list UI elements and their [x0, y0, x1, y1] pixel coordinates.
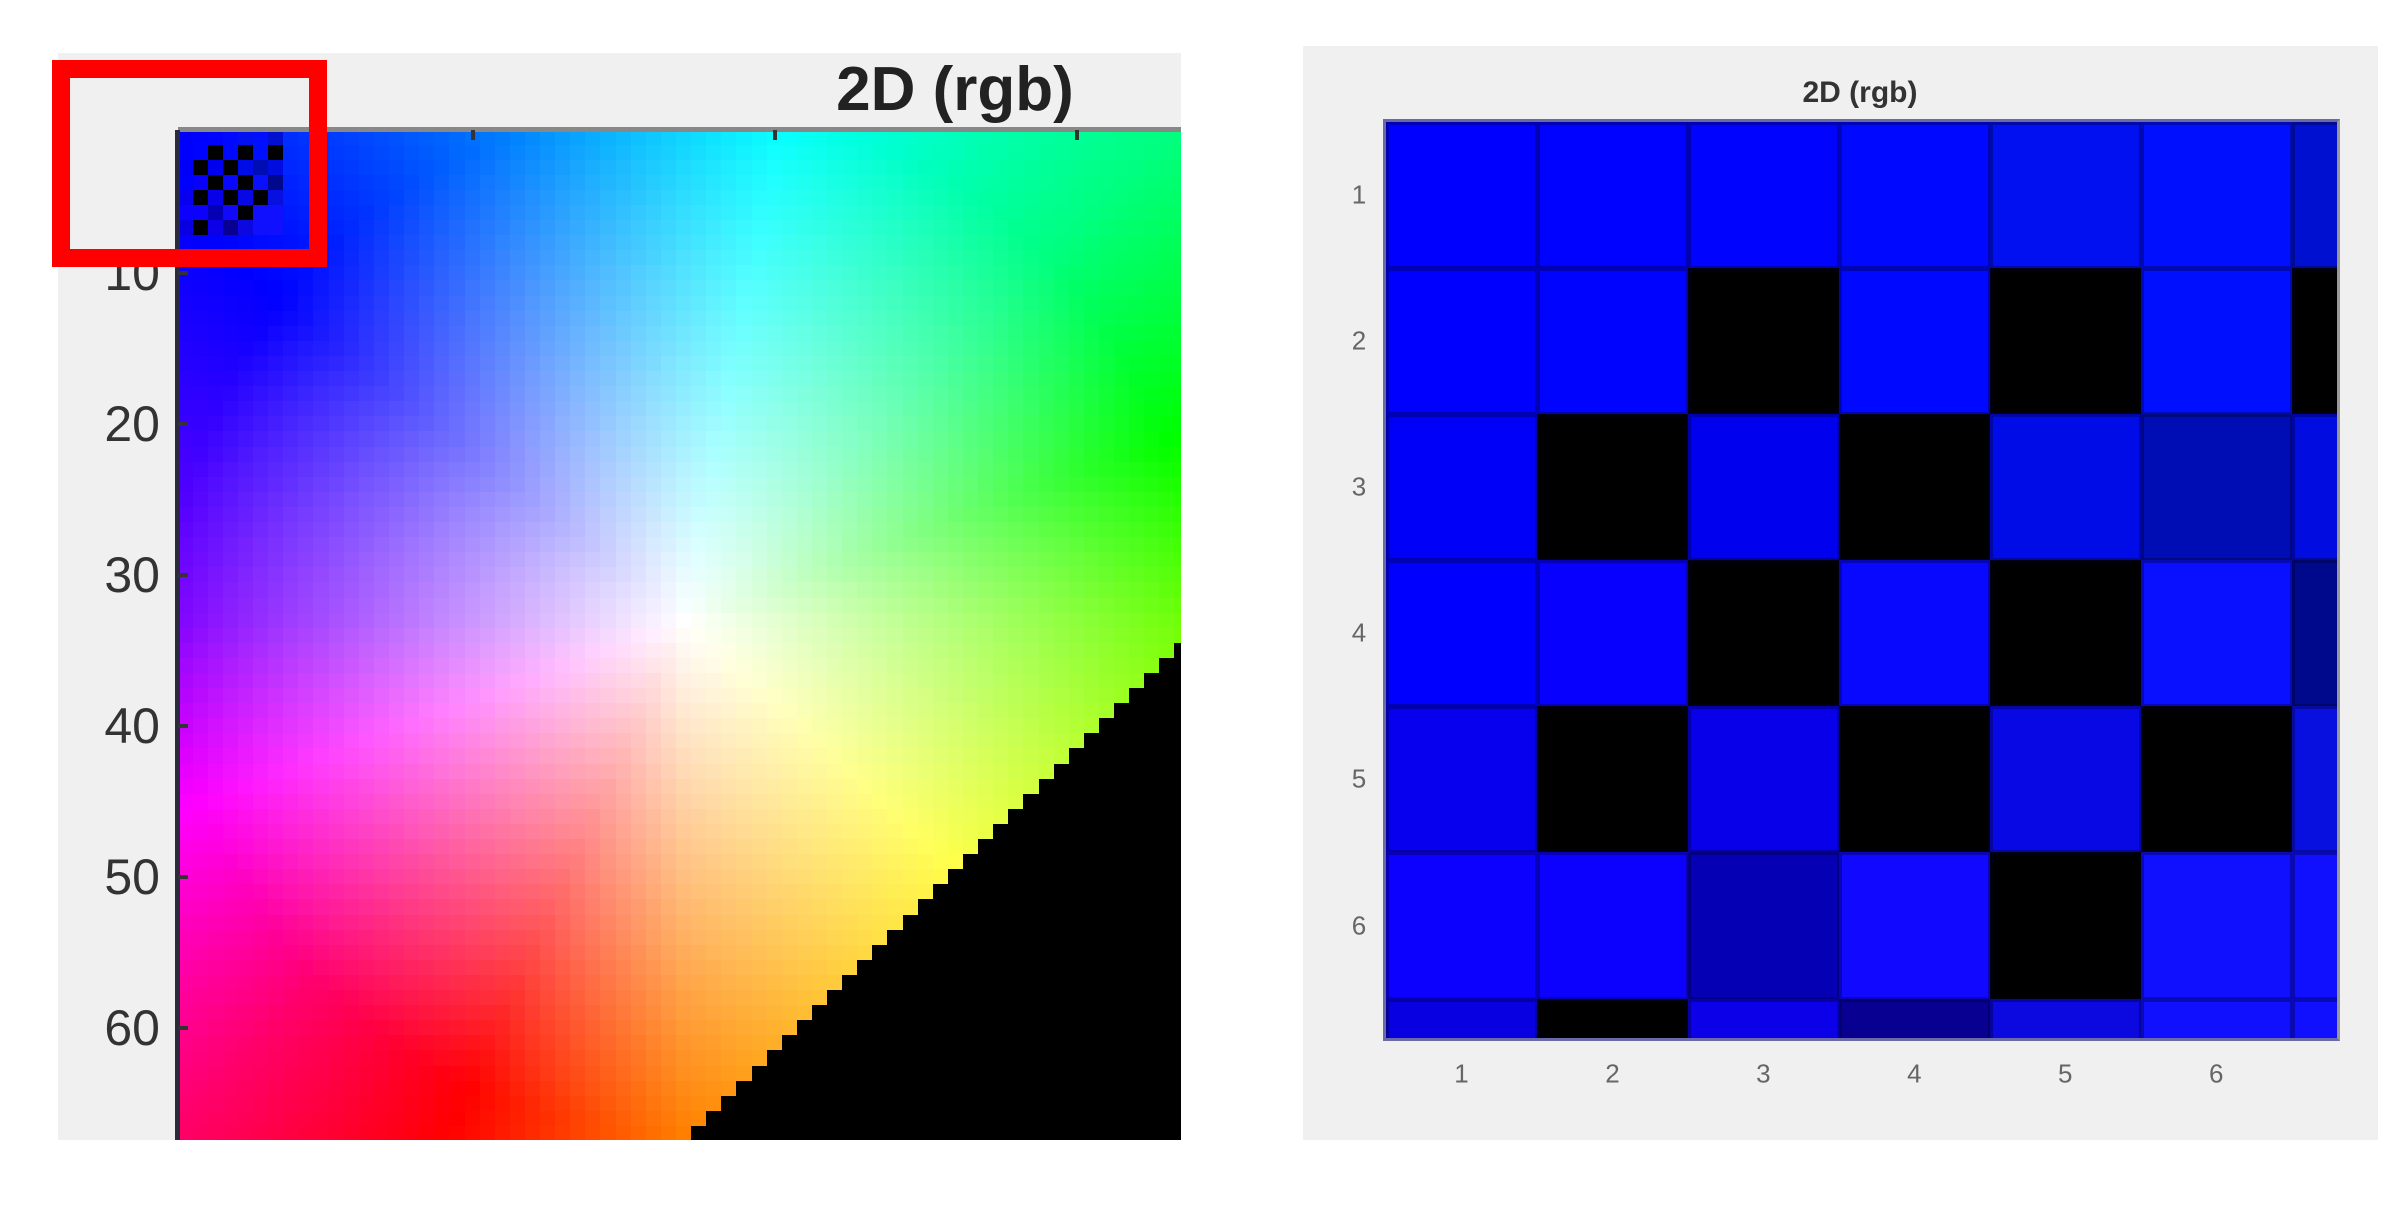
- left-x-tick-mark: [772, 130, 777, 140]
- pixel-cell: [1838, 414, 1991, 562]
- pixel-cell: [1989, 706, 2142, 854]
- pixel-cell: [1838, 706, 1991, 854]
- left-y-axis: [175, 130, 180, 1140]
- pixel-cell: [2291, 998, 2337, 1038]
- left-rgb-image: [178, 130, 1181, 1140]
- pixel-cell: [1838, 268, 1991, 416]
- right-y-tick-label: 2: [1351, 325, 1367, 356]
- right-x-tick-label: 5: [2058, 1058, 2073, 1089]
- pixel-cell: [2291, 706, 2337, 854]
- pixel-cell: [1386, 414, 1538, 562]
- right-x-tick-label: 6: [2209, 1058, 2224, 1089]
- pixel-cell: [1536, 268, 1689, 416]
- pixel-cell: [2291, 560, 2337, 708]
- pixel-cell: [1536, 414, 1689, 562]
- pixel-cell: [1386, 852, 1538, 1000]
- pixel-cell: [2140, 998, 2293, 1038]
- pixel-cell: [1838, 122, 1991, 270]
- pixel-cell: [1536, 706, 1689, 854]
- pixel-cell: [1386, 706, 1538, 854]
- left-y-tick-label: 50: [104, 849, 160, 906]
- pixel-cell: [1687, 268, 1840, 416]
- pixel-cell: [2140, 560, 2293, 708]
- pixel-cell: [1687, 998, 1840, 1038]
- left-y-tick-mark: [178, 1026, 188, 1031]
- pixel-cell: [2291, 414, 2337, 562]
- pixel-cell: [1989, 268, 2142, 416]
- pixel-cell: [1536, 998, 1689, 1038]
- pixel-cell: [1989, 852, 2142, 1000]
- pixel-cell: [2140, 414, 2293, 562]
- left-y-tick-label: 30: [104, 547, 160, 604]
- pixel-cell: [2291, 122, 2337, 270]
- pixel-cell: [1838, 560, 1991, 708]
- pixel-cell: [1536, 852, 1689, 1000]
- pixel-cell: [2140, 852, 2293, 1000]
- pixel-cell: [1989, 414, 2142, 562]
- right-chart-title: 2D (rgb): [1802, 76, 1918, 109]
- pixel-cell: [1386, 268, 1538, 416]
- left-y-tick-label: 40: [104, 698, 160, 755]
- left-y-tick-mark: [178, 271, 188, 276]
- pixel-cell: [1687, 852, 1840, 1000]
- left-y-tick-label: 20: [104, 396, 160, 453]
- left-top-axis: [178, 127, 1181, 132]
- pixel-cell: [2291, 268, 2337, 416]
- pixel-cell: [2291, 852, 2337, 1000]
- right-y-tick-label: 3: [1351, 471, 1367, 502]
- right-y-tick-label: 1: [1351, 179, 1367, 210]
- pixel-cell: [1838, 852, 1991, 1000]
- right-y-tick-label: 5: [1351, 763, 1367, 794]
- pixel-cell: [1536, 560, 1689, 708]
- left-x-tick-mark: [1074, 130, 1079, 140]
- left-y-tick-mark: [178, 875, 188, 880]
- pixel-cell: [1687, 706, 1840, 854]
- right-x-tick-label: 1: [1454, 1058, 1469, 1089]
- left-y-tick-mark: [178, 573, 188, 578]
- left-y-tick-label: 60: [104, 1000, 160, 1057]
- right-y-tick-label: 6: [1351, 910, 1367, 940]
- pixel-cell: [1687, 122, 1840, 270]
- left-y-tick-mark: [178, 422, 188, 427]
- right-y-tick-label: 4: [1351, 617, 1367, 648]
- pixel-cell: [1989, 560, 2142, 708]
- right-x-tick-label: 2: [1605, 1058, 1620, 1089]
- zoom-region-highlight-box: [52, 60, 327, 267]
- pixel-cell: [2140, 122, 2293, 270]
- pixel-cell: [1687, 414, 1840, 562]
- left-chart-title: 2D (rgb): [836, 55, 1074, 124]
- pixel-cell: [1386, 122, 1538, 270]
- pixel-cell: [1989, 122, 2142, 270]
- pixel-cell: [2140, 268, 2293, 416]
- pixel-cell: [1989, 998, 2142, 1038]
- pixel-cell: [2140, 706, 2293, 854]
- pixel-cell: [1536, 122, 1689, 270]
- right-x-tick-label: 4: [1907, 1058, 1922, 1089]
- right-x-tick-label: 3: [1756, 1058, 1771, 1089]
- right-zoomed-image: [1386, 122, 2337, 1038]
- pixel-cell: [1386, 998, 1538, 1038]
- pixel-cell: [1386, 560, 1538, 708]
- pixel-cell: [1838, 998, 1991, 1038]
- pixel-cell: [1687, 560, 1840, 708]
- left-y-tick-mark: [178, 724, 188, 729]
- left-x-tick-mark: [470, 130, 475, 140]
